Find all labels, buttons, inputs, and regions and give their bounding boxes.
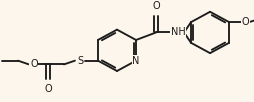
Text: O: O <box>152 1 159 11</box>
Text: N: N <box>132 56 139 66</box>
Text: NH: NH <box>170 27 185 37</box>
Text: O: O <box>240 17 248 27</box>
Text: O: O <box>44 84 52 94</box>
Text: S: S <box>77 56 83 66</box>
Text: O: O <box>30 59 38 69</box>
